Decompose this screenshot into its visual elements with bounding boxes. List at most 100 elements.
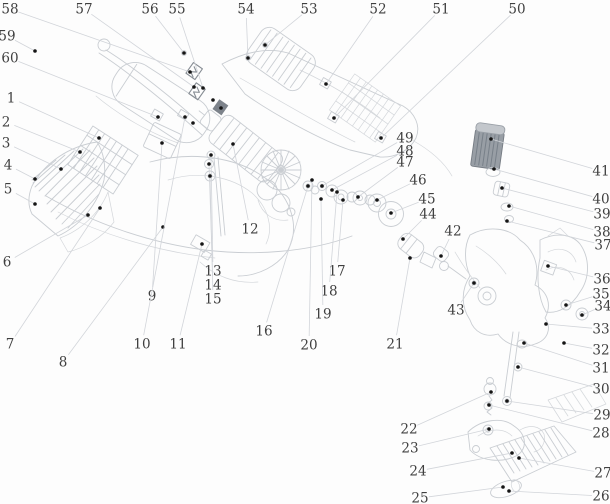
part-dot-2: [78, 150, 82, 154]
leader-line-24: [426, 452, 513, 470]
part-dot-56: [182, 51, 186, 55]
part-dot-31: [522, 341, 526, 345]
part-number-8: 8: [59, 355, 68, 371]
part-number-28: 28: [592, 426, 609, 442]
leader-line-19: [320, 198, 324, 306]
leader-line-58: [18, 11, 191, 73]
part-dot-21: [408, 256, 412, 260]
leader-line-29: [506, 400, 594, 415]
part-dot-22: [489, 390, 493, 394]
part-dot-47: [356, 195, 360, 199]
leader-line-28: [488, 404, 593, 432]
leader-line-32: [563, 342, 593, 349]
part-number-21: 21: [386, 337, 403, 353]
part-number-35: 35: [592, 287, 609, 303]
cooling-fan: [260, 149, 302, 191]
part-number-49: 49: [396, 131, 413, 147]
part-number-6: 6: [3, 255, 12, 271]
part-number-24: 24: [409, 464, 426, 480]
leader-line-7: [14, 207, 101, 337]
leader-line-57: [91, 13, 195, 88]
part-number-23: 23: [401, 441, 418, 457]
part-dot-36: [546, 264, 550, 268]
part-number-55: 55: [168, 2, 185, 18]
leader-line-56: [155, 15, 185, 54]
leader-line-39: [501, 187, 594, 213]
part-number-13: 13: [204, 264, 221, 280]
part-dot-57: [192, 85, 196, 89]
part-number-50: 50: [508, 2, 525, 18]
handle-shell: [45, 155, 353, 283]
part-dot-10: [183, 115, 187, 119]
leader-line-55: [179, 17, 204, 89]
leader-line-54: [245, 17, 249, 59]
part-number-37: 37: [594, 238, 610, 254]
part-dot-16: [306, 184, 310, 188]
part-dot-40: [492, 167, 496, 171]
leader-line-6: [14, 214, 89, 258]
part-number-47: 47: [396, 155, 413, 171]
part-dot-26: [507, 489, 511, 493]
leader-line-12: [232, 143, 249, 221]
part-dot-50: [379, 136, 383, 140]
leader-line-5: [15, 193, 36, 205]
leader-line-40: [493, 168, 593, 197]
part-dot-33: [544, 322, 548, 326]
leader-line-41: [490, 138, 593, 169]
part-number-34: 34: [594, 299, 610, 315]
part-dot-51: [332, 116, 336, 120]
part-number-4: 4: [4, 158, 13, 174]
part-dot-28: [487, 403, 491, 407]
leader-line-13: [210, 154, 214, 263]
part-dot-15: [208, 174, 212, 178]
part-number-46: 46: [409, 173, 426, 189]
gear-train: [302, 180, 480, 289]
part-number-30: 30: [592, 382, 609, 398]
part-number-25: 25: [411, 491, 428, 504]
part-dot-60: [156, 115, 160, 119]
part-dot-35: [564, 303, 568, 307]
part-dot-3: [59, 167, 63, 171]
part-dot-43: [472, 281, 476, 285]
leader-line-33: [545, 323, 593, 329]
part-dot-54: [246, 56, 250, 60]
part-dot-14: [207, 162, 211, 166]
adjuster-parts: [482, 331, 528, 436]
cover-stator-block: [329, 73, 401, 143]
part-number-17: 17: [328, 264, 345, 280]
leader-line-22: [417, 391, 492, 426]
leader-line-3: [13, 146, 62, 170]
brush-holders: [185, 61, 206, 101]
part-number-9: 9: [148, 289, 157, 305]
spacer-stack: [485, 167, 514, 223]
part-dot-24: [510, 451, 514, 455]
part-dot-6: [86, 213, 90, 217]
part-dot-34: [580, 313, 584, 317]
part-dot-32: [562, 341, 566, 345]
part-dot-46: [375, 198, 379, 202]
part-number-54: 54: [237, 2, 254, 18]
leader-line-51: [333, 15, 435, 119]
part-dot-41: [489, 137, 493, 141]
leader-line-18: [329, 191, 338, 283]
cable-hook: [97, 38, 209, 136]
part-number-5: 5: [4, 182, 13, 198]
front-fins: [28, 141, 115, 253]
part-dot-45: [389, 211, 393, 215]
leader-line-45: [390, 201, 419, 214]
part-dot-53: [263, 43, 267, 47]
leader-line-23: [418, 428, 490, 447]
leader-line-35: [565, 296, 593, 306]
leader-line-8: [68, 226, 164, 356]
part-number-52: 52: [369, 2, 386, 18]
leader-line-25: [428, 486, 504, 498]
leader-line-20: [308, 179, 313, 337]
part-number-32: 32: [592, 343, 609, 359]
part-number-53: 53: [300, 2, 317, 18]
part-number-33: 33: [592, 322, 609, 338]
part-dot-1: [97, 136, 101, 140]
part-number-18: 18: [320, 284, 337, 300]
